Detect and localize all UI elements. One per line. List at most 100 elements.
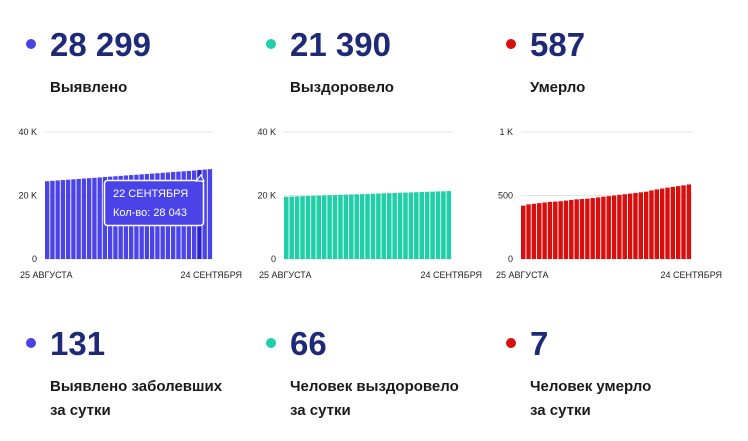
daily-infected-label-line1: Выявлено заболевших (50, 378, 223, 395)
recovered-chart: 40 K 20 K 0 25 АВГУСТА 24 СЕНТЯБРЯ (257, 127, 482, 280)
bar[interactable] (321, 195, 327, 259)
bar[interactable] (354, 194, 359, 259)
bar[interactable] (542, 202, 547, 259)
bar[interactable] (601, 196, 606, 259)
y-tick-label: 0 (32, 254, 37, 264)
bar[interactable] (305, 196, 311, 259)
bar[interactable] (563, 200, 569, 259)
bar[interactable] (87, 178, 92, 259)
bar[interactable] (627, 193, 633, 259)
y-tick-label: 1 K (499, 127, 513, 137)
bar[interactable] (569, 199, 574, 259)
bar[interactable] (327, 195, 332, 259)
bar[interactable] (370, 193, 376, 259)
bar[interactable] (622, 194, 627, 259)
bar[interactable] (60, 180, 66, 259)
bar[interactable] (649, 190, 654, 259)
bar[interactable] (359, 194, 365, 259)
bar[interactable] (71, 179, 76, 259)
bar[interactable] (397, 192, 403, 259)
bar[interactable] (97, 177, 102, 259)
bar[interactable] (403, 192, 408, 259)
bar[interactable] (606, 196, 611, 259)
bar[interactable] (659, 188, 665, 259)
bar[interactable] (585, 198, 590, 259)
bar[interactable] (365, 193, 370, 259)
bar[interactable] (430, 191, 435, 259)
bar[interactable] (316, 195, 322, 259)
bar[interactable] (590, 198, 595, 259)
bar[interactable] (50, 180, 55, 259)
bar[interactable] (686, 184, 692, 259)
chart-tooltip: 22 СЕНТЯБРЯ Кол-во: 28 043 (103, 173, 205, 227)
daily-infected-label-line2: за сутки (50, 402, 111, 419)
bar[interactable] (376, 193, 381, 259)
bar[interactable] (284, 196, 289, 259)
bar[interactable] (558, 201, 563, 259)
bar[interactable] (574, 199, 579, 259)
x-end-label: 24 СЕНТЯБРЯ (420, 270, 482, 280)
bar[interactable] (633, 192, 638, 259)
bar[interactable] (553, 201, 558, 259)
died-dot-icon (506, 39, 516, 49)
bar[interactable] (343, 194, 349, 259)
y-tick-label: 40 K (18, 127, 37, 137)
x-start-label: 25 АВГУСТА (20, 270, 73, 280)
bar[interactable] (441, 191, 446, 259)
bar[interactable] (207, 169, 213, 259)
bar[interactable] (579, 199, 585, 259)
bar[interactable] (92, 177, 97, 259)
bar[interactable] (654, 189, 660, 259)
tooltip-date: 22 СЕНТЯБРЯ (113, 188, 188, 200)
bar[interactable] (435, 191, 441, 259)
bar[interactable] (446, 191, 452, 259)
bar[interactable] (81, 178, 87, 259)
infected-dot-icon (26, 39, 36, 49)
bar[interactable] (392, 192, 397, 259)
bar[interactable] (424, 191, 430, 259)
bar[interactable] (408, 192, 414, 259)
bar[interactable] (381, 193, 387, 259)
daily-recovered-dot-icon (266, 338, 276, 348)
bar[interactable] (66, 179, 71, 259)
bar[interactable] (45, 181, 50, 259)
bar[interactable] (537, 203, 542, 259)
bar[interactable] (643, 191, 649, 259)
y-tick-label: 0 (508, 254, 513, 264)
infected-total: 28 299 (50, 26, 151, 63)
bar[interactable] (521, 205, 526, 259)
daily-infected-dot-icon (26, 338, 36, 348)
bar[interactable] (670, 186, 676, 259)
bar[interactable] (294, 196, 300, 259)
bar[interactable] (665, 187, 670, 259)
bar[interactable] (349, 194, 354, 259)
bar[interactable] (617, 194, 622, 259)
bar[interactable] (526, 204, 531, 259)
bar[interactable] (311, 195, 316, 259)
bar[interactable] (338, 194, 343, 259)
bar[interactable] (675, 186, 681, 259)
bar[interactable] (332, 195, 338, 259)
daily-died-label-line2: за сутки (530, 402, 591, 419)
died-label: Умерло (530, 79, 586, 96)
bar[interactable] (300, 196, 305, 259)
bar[interactable] (611, 195, 617, 260)
died-chart: 1 K 500 0 25 АВГУСТА 24 СЕНТЯБРЯ (496, 127, 722, 280)
infected-chart: 40 K 20 K 0 25 АВГУСТА 24 СЕНТЯБРЯ 22 СЕНТЯБР… (18, 127, 242, 280)
bar[interactable] (76, 178, 81, 259)
bar[interactable] (547, 201, 553, 259)
bar[interactable] (386, 193, 392, 259)
bar[interactable] (681, 185, 686, 259)
bar[interactable] (202, 169, 207, 259)
bar[interactable] (289, 196, 294, 259)
bar[interactable] (55, 180, 60, 259)
tooltip-count: Кол-во: 28 043 (113, 207, 187, 219)
daily-infected-value: 131 (50, 325, 106, 362)
y-tick-label: 20 K (257, 191, 276, 201)
bar[interactable] (531, 203, 537, 259)
y-tick-label: 20 K (18, 191, 37, 201)
bar[interactable] (595, 197, 601, 259)
bar[interactable] (638, 192, 643, 259)
bar[interactable] (414, 192, 419, 259)
bar[interactable] (419, 192, 424, 259)
